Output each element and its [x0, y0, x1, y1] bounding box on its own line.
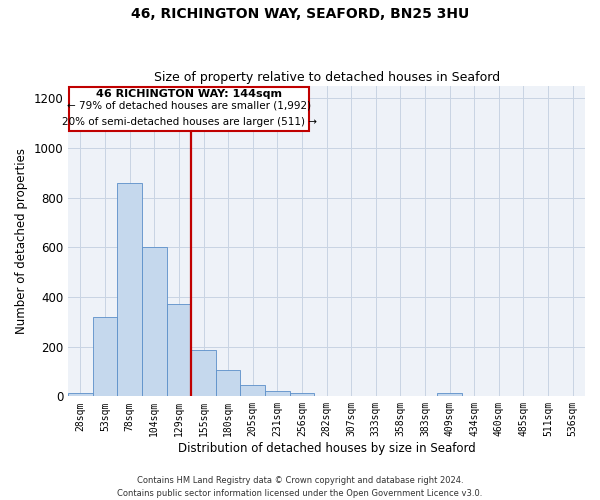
FancyBboxPatch shape [70, 87, 310, 131]
Bar [68, 392, 93, 396]
Title: Size of property relative to detached houses in Seaford: Size of property relative to detached ho… [154, 72, 500, 85]
Text: ← 79% of detached houses are smaller (1,992): ← 79% of detached houses are smaller (1,… [67, 100, 311, 110]
Bar [167, 304, 191, 396]
Bar [118, 182, 142, 396]
Bar [142, 247, 167, 396]
Bar [191, 350, 216, 397]
Bar [290, 392, 314, 396]
Bar [216, 370, 241, 396]
Y-axis label: Number of detached properties: Number of detached properties [15, 148, 28, 334]
Bar [93, 317, 118, 396]
Text: 46, RICHINGTON WAY, SEAFORD, BN25 3HU: 46, RICHINGTON WAY, SEAFORD, BN25 3HU [131, 8, 469, 22]
Text: 20% of semi-detached houses are larger (511) →: 20% of semi-detached houses are larger (… [62, 116, 317, 126]
Bar [241, 384, 265, 396]
Text: Contains HM Land Registry data © Crown copyright and database right 2024.
Contai: Contains HM Land Registry data © Crown c… [118, 476, 482, 498]
X-axis label: Distribution of detached houses by size in Seaford: Distribution of detached houses by size … [178, 442, 475, 455]
Text: 46 RICHINGTON WAY: 144sqm: 46 RICHINGTON WAY: 144sqm [97, 90, 283, 100]
Bar [265, 392, 290, 396]
Bar [437, 394, 462, 396]
